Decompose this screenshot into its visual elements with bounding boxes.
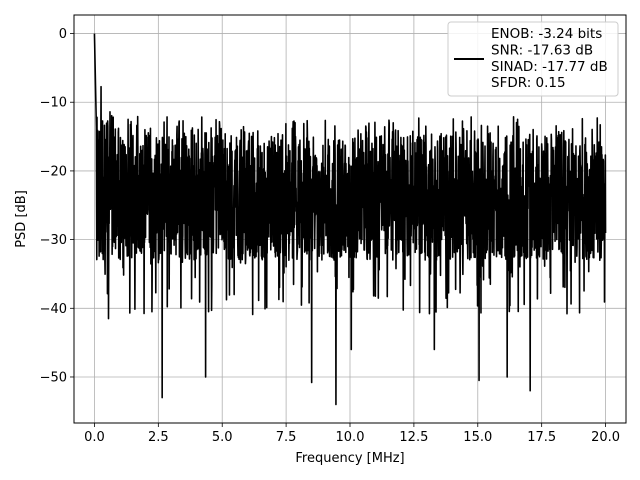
psd-line — [93, 33, 607, 406]
x-tick-label: 12.5 — [399, 430, 428, 445]
y-tick-label: −40 — [40, 302, 67, 317]
x-tick-label: 7.5 — [276, 430, 297, 445]
legend: ENOB: -3.24 bits SNR: -17.63 dB SINAD: -17… — [447, 21, 619, 97]
y-tick-label: −10 — [40, 96, 67, 111]
x-tick-label: 2.5 — [148, 430, 169, 445]
y-tick-label: −20 — [40, 164, 67, 179]
psd-series — [93, 33, 607, 406]
y-tick-label: 0 — [59, 27, 67, 42]
x-tick-label: 20.0 — [591, 430, 620, 445]
legend-box — [447, 21, 619, 97]
x-tick-label: 17.5 — [527, 430, 556, 445]
y-axis-label: PSD [dB] — [14, 190, 29, 248]
x-tick-label: 10.0 — [336, 430, 365, 445]
y-axis-ticks: 0 −10 −20 −30 −40 −50 — [40, 27, 74, 385]
x-tick-label: 0.0 — [84, 430, 105, 445]
x-tick-label: 15.0 — [463, 430, 492, 445]
legend-label: ENOB: -3.24 bits SNR: -17.63 dB SINAD: -17… — [491, 26, 608, 91]
x-axis-ticks: 0.0 2.5 5.0 7.5 10.0 12.5 15.0 17.5 20.0 — [84, 423, 620, 445]
y-tick-label: −50 — [40, 370, 67, 385]
x-tick-label: 5.0 — [212, 430, 233, 445]
x-axis-label: Frequency [MHz] — [295, 451, 404, 466]
y-tick-label: −30 — [40, 233, 67, 248]
